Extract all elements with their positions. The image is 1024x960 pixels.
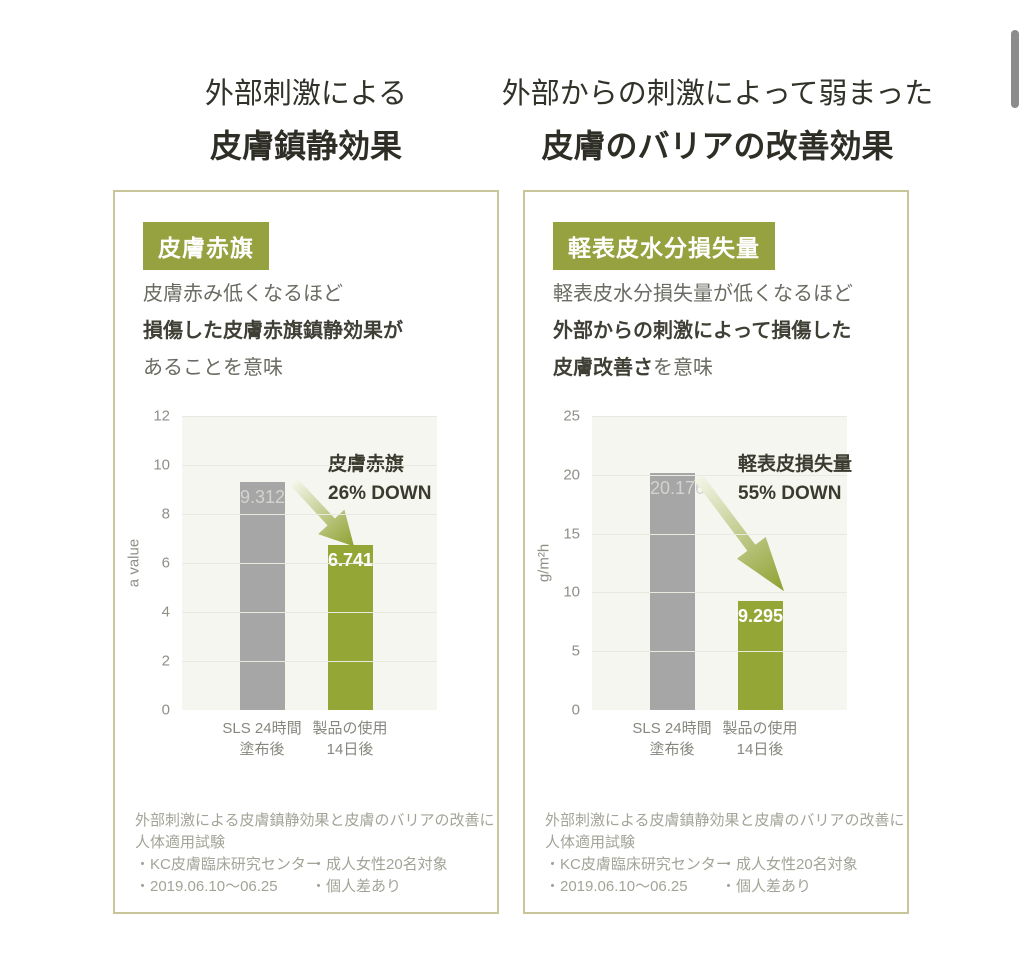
footnote-bullet: ・個人差あり xyxy=(721,878,812,895)
category-line1: 製品の使用 xyxy=(722,720,798,737)
gridline xyxy=(592,533,847,535)
y-tick-label: 4 xyxy=(161,603,170,621)
category-line1: 製品の使用 xyxy=(312,720,388,737)
y-tick-label: 20 xyxy=(563,466,580,484)
panel-description: 皮膚赤み低くなるほど 損傷した皮膚赤旗鎮静効果が あることを意味 xyxy=(143,276,403,387)
annotation-line1: 軽表皮損失量 xyxy=(738,454,853,475)
y-tick-label: 15 xyxy=(563,525,580,543)
y-tick-label: 0 xyxy=(161,701,170,719)
bar-chart-plot: 9.312 6.741 皮膚赤旗 26% DOWN SLS 24時間 塗布後 xyxy=(153,408,437,758)
category-line1: SLS 24時間 xyxy=(222,720,302,737)
gridline xyxy=(592,592,847,594)
annotation-line2: 55% DOWN xyxy=(738,483,842,504)
y-tick-label: 10 xyxy=(153,456,170,474)
footnote-line1: 外部刺激による皮膚鎮静効果と皮膚のバリアの改善に xyxy=(135,812,495,829)
bar-value-label: 9.295 xyxy=(738,605,784,626)
desc-line2: 外部からの刺激によって損傷した xyxy=(553,320,852,342)
bar-after-treatment: 9.295 xyxy=(738,600,784,710)
category-line2: 14日後 xyxy=(736,741,784,758)
study-footnote: 外部刺激による皮膚鎮静効果と皮膚のバリアの改善に 人体適用試験 ・KC皮膚臨床研… xyxy=(545,810,905,898)
y-tick-label: 25 xyxy=(563,407,580,425)
gridline xyxy=(592,416,847,417)
gridline xyxy=(182,465,437,466)
skin-redness-panel: 皮膚赤旗 皮膚赤み低くなるほど 損傷した皮膚赤旗鎮静効果が あることを意味 a … xyxy=(113,190,499,914)
desc-line3: 皮膚改善さを意味 xyxy=(553,350,853,387)
footnote-bullet: ・KC皮膚臨床研究センター xyxy=(135,856,321,873)
gridline xyxy=(592,474,847,476)
footnote-bullet: ・2019.06.10〜06.25 xyxy=(545,878,688,895)
x-category-label: 製品の使用 14日後 xyxy=(695,718,825,760)
title-line1: 外部刺激による xyxy=(204,78,408,110)
chart-annotation: 皮膚赤旗 26% DOWN xyxy=(328,450,431,508)
bar-value-label: 20.176 xyxy=(650,477,706,498)
gridline xyxy=(182,563,437,564)
desc-line2: 損傷した皮膚赤旗鎮静効果が xyxy=(143,320,403,342)
chart-annotation: 軽表皮損失量 55% DOWN xyxy=(738,450,852,508)
desc-line3-rest: あることを意味 xyxy=(143,357,283,379)
footnote-bullet: ・KC皮膚臨床研究センター xyxy=(545,856,731,873)
gridline xyxy=(182,416,437,417)
footnote-line2: 人体適用試験 xyxy=(545,834,636,851)
footnote-bullet: ・成人女性20名対象 xyxy=(311,856,448,873)
bar-value-label: 9.312 xyxy=(240,486,286,507)
panel-badge: 皮膚赤旗 xyxy=(143,222,269,270)
bar-after-treatment: 6.741 xyxy=(328,544,374,710)
y-tick-label: 5 xyxy=(571,642,580,660)
annotation-line2: 26% DOWN xyxy=(328,483,432,504)
title-line2: 皮膚のバリアの改善効果 xyxy=(541,128,894,164)
footnote-bullets: ・KC皮膚臨床研究センター ・成人女性20名対象 ・2019.06.10〜06.… xyxy=(545,854,905,898)
bar-before-treatment: 20.176 xyxy=(650,472,706,710)
gridline xyxy=(182,612,437,613)
footnote-line1: 外部刺激による皮膚鎮静効果と皮膚のバリアの改善に xyxy=(545,812,905,829)
desc-line3-bold: 皮膚改善さ xyxy=(553,357,653,379)
y-axis-title: a value xyxy=(125,538,143,588)
y-tick-label: 2 xyxy=(161,652,170,670)
footnote-bullets: ・KC皮膚臨床研究センター ・成人女性20名対象 ・2019.06.10〜06.… xyxy=(135,854,495,898)
panel-description: 軽表皮水分損失量が低くなるほど 外部からの刺激によって損傷した 皮膚改善さを意味 xyxy=(553,276,853,387)
bar-value-label: 6.741 xyxy=(328,549,374,570)
category-line2: 塗布後 xyxy=(649,741,695,758)
desc-line1: 皮膚赤み低くなるほど xyxy=(143,283,343,305)
panel-badge: 軽表皮水分損失量 xyxy=(553,222,775,270)
y-tick-label: 8 xyxy=(161,505,170,523)
title-line2: 皮膚鎮静効果 xyxy=(209,128,402,164)
y-tick-label: 0 xyxy=(571,701,580,719)
footnote-bullet: ・2019.06.10〜06.25 xyxy=(135,878,278,895)
bar-before-treatment: 9.312 xyxy=(240,481,286,710)
y-tick-label: 6 xyxy=(161,554,170,572)
category-line1: SLS 24時間 xyxy=(632,720,712,737)
x-category-label: SLS 24時間 塗布後 xyxy=(607,718,737,760)
category-line2: 14日後 xyxy=(326,741,374,758)
footnote-bullet: ・成人女性20名対象 xyxy=(721,856,858,873)
study-footnote: 外部刺激による皮膚鎮静効果と皮膚のバリアの改善に 人体適用試験 ・KC皮膚臨床研… xyxy=(135,810,495,898)
right-chart-title: 外部からの刺激によって弱まった 皮膚のバリアの改善効果 xyxy=(502,70,934,167)
down-right-arrow-icon xyxy=(694,473,785,592)
bar-chart-plot: 20.176 9.295 軽表皮損失量 55% DOWN SLS 24時間 塗 xyxy=(563,408,852,759)
x-category-label: 製品の使用 14日後 xyxy=(285,718,415,760)
gridline xyxy=(182,514,437,515)
scrollbar-thumb[interactable] xyxy=(1011,30,1019,108)
down-right-arrow-icon xyxy=(290,478,355,547)
y-tick-label: 12 xyxy=(153,407,170,425)
gridline xyxy=(182,661,437,662)
footnote-line2: 人体適用試験 xyxy=(135,834,226,851)
tewl-panel: 軽表皮水分損失量 軽表皮水分損失量が低くなるほど 外部からの刺激によって損傷した… xyxy=(523,190,909,914)
category-line2: 塗布後 xyxy=(239,741,285,758)
desc-line1: 軽表皮水分損失量が低くなるほど xyxy=(553,283,853,305)
desc-line3: あることを意味 xyxy=(143,350,403,387)
gridline xyxy=(592,651,847,653)
footnote-bullet: ・個人差あり xyxy=(311,878,402,895)
x-category-label: SLS 24時間 塗布後 xyxy=(197,718,327,760)
annotation-line1: 皮膚赤旗 xyxy=(328,454,405,475)
y-axis-title: g/m²h xyxy=(535,543,553,583)
title-line1: 外部からの刺激によって弱まった xyxy=(501,78,934,110)
y-tick-label: 10 xyxy=(563,583,580,601)
desc-line3-rest: を意味 xyxy=(653,357,713,379)
left-chart-title: 外部刺激による 皮膚鎮静効果 xyxy=(113,70,499,167)
